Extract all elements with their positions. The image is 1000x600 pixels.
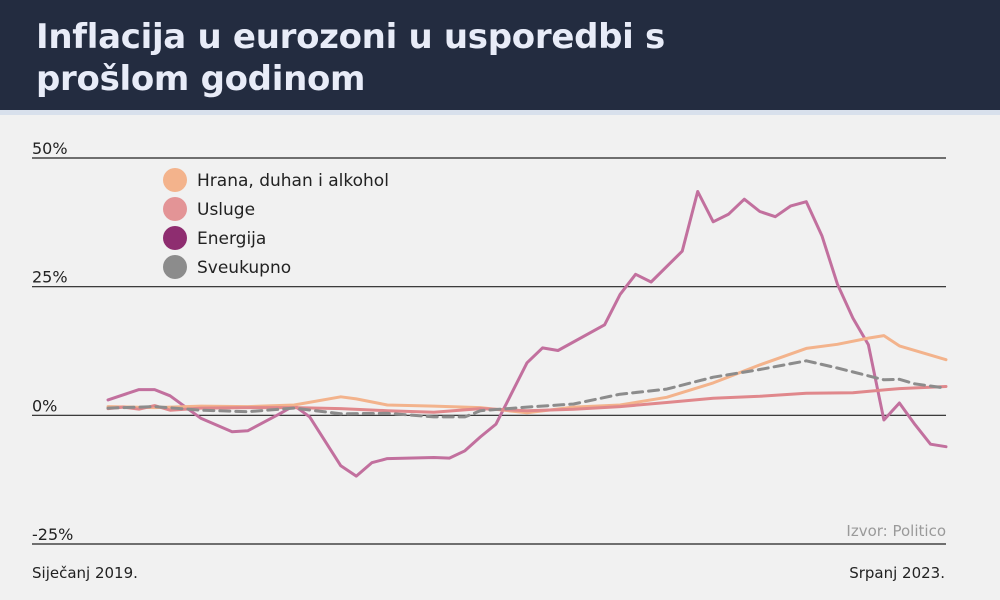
y-tick-label-1: 25% xyxy=(32,268,68,287)
legend-label-2: Energija xyxy=(197,229,266,249)
source-note: Izvor: Politico xyxy=(846,522,946,540)
title-banner-rule xyxy=(0,110,1000,115)
x-axis-start-label: Siječanj 2019. xyxy=(32,564,138,582)
legend-swatch-3 xyxy=(163,255,187,279)
legend-label-1: Usluge xyxy=(197,200,255,220)
chart-title: Inflacija u eurozoni u usporedbi s prošl… xyxy=(36,17,665,99)
series-line-energija xyxy=(106,190,948,478)
y-tick-label-3: -25% xyxy=(32,525,73,544)
legend-label-0: Hrana, duhan i alkohol xyxy=(197,171,389,191)
legend-swatch-0 xyxy=(163,168,187,192)
legend-swatch-2 xyxy=(163,226,187,250)
x-axis-end-label: Srpanj 2023. xyxy=(849,564,945,582)
legend-label-3: Sveukupno xyxy=(197,258,291,278)
y-tick-label-0: 50% xyxy=(32,139,68,158)
series-line-hrana-duhan-i-alkohol xyxy=(106,334,948,415)
title-banner xyxy=(0,0,1000,110)
legend-swatch-1 xyxy=(163,197,187,221)
series-line-sveukupno xyxy=(106,359,948,419)
y-tick-label-2: 0% xyxy=(32,396,57,415)
